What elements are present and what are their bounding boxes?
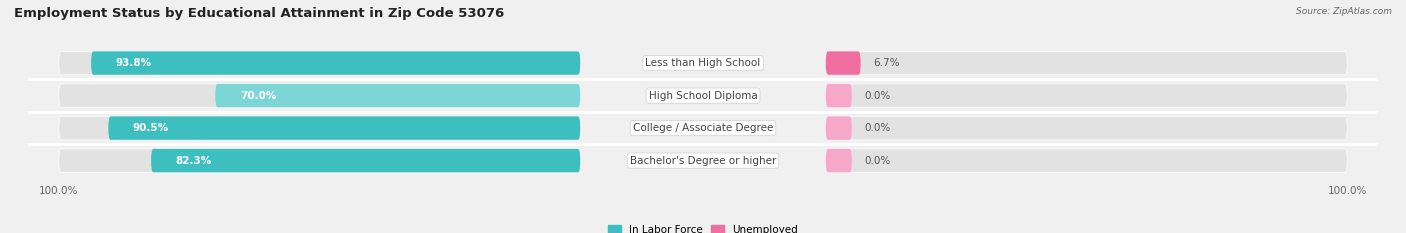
Text: 90.5%: 90.5% [134,123,169,133]
Text: 70.0%: 70.0% [240,91,276,101]
FancyBboxPatch shape [825,116,1347,140]
FancyBboxPatch shape [215,84,581,107]
FancyBboxPatch shape [825,51,1347,75]
Text: 0.0%: 0.0% [865,123,890,133]
FancyBboxPatch shape [825,116,852,140]
Text: High School Diploma: High School Diploma [648,91,758,101]
Text: 6.7%: 6.7% [873,58,900,68]
FancyBboxPatch shape [59,149,581,172]
Text: Bachelor's Degree or higher: Bachelor's Degree or higher [630,156,776,166]
FancyBboxPatch shape [825,149,1347,172]
FancyBboxPatch shape [825,84,852,107]
FancyBboxPatch shape [59,51,581,75]
FancyBboxPatch shape [825,84,1347,107]
Text: 93.8%: 93.8% [115,58,152,68]
Text: 82.3%: 82.3% [176,156,212,166]
FancyBboxPatch shape [150,149,581,172]
FancyBboxPatch shape [59,116,581,140]
FancyBboxPatch shape [825,149,852,172]
Legend: In Labor Force, Unemployed: In Labor Force, Unemployed [605,221,801,233]
FancyBboxPatch shape [59,84,581,107]
Text: 0.0%: 0.0% [865,156,890,166]
FancyBboxPatch shape [825,51,860,75]
Text: Employment Status by Educational Attainment in Zip Code 53076: Employment Status by Educational Attainm… [14,7,505,20]
Text: 0.0%: 0.0% [865,91,890,101]
FancyBboxPatch shape [108,116,581,140]
Text: College / Associate Degree: College / Associate Degree [633,123,773,133]
Text: Less than High School: Less than High School [645,58,761,68]
Text: Source: ZipAtlas.com: Source: ZipAtlas.com [1296,7,1392,16]
FancyBboxPatch shape [91,51,581,75]
